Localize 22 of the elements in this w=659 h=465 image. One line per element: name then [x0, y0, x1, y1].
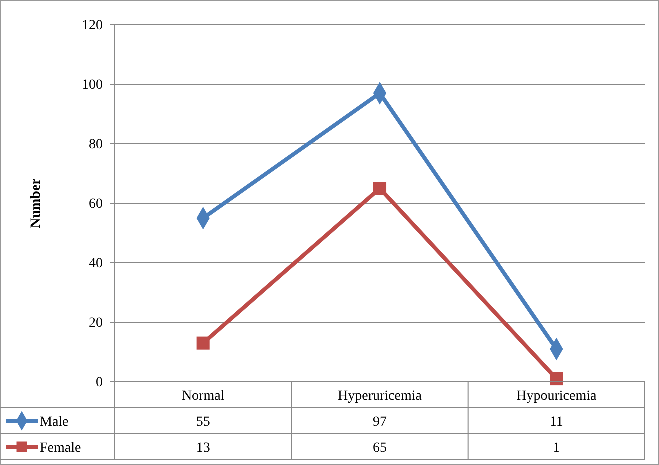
legend-label: Male [40, 415, 69, 430]
y-axis-title: Number [29, 178, 44, 228]
y-tick-label: 60 [89, 196, 103, 212]
point [373, 182, 387, 196]
point [196, 336, 210, 350]
data-label: 65 [373, 441, 387, 456]
y-tick-label: 0 [96, 375, 103, 390]
y-tick-label: 40 [89, 256, 103, 272]
data-label: 1 [553, 441, 560, 456]
y-tick-label: 80 [89, 137, 103, 152]
legend-label: Female [40, 441, 82, 456]
data-label: 13 [196, 441, 210, 456]
data-label: 97 [373, 415, 387, 430]
y-tick-label: 20 [89, 316, 103, 331]
x-tick-label: Hypouricemia [516, 389, 598, 404]
y-tick-label: 120 [82, 18, 103, 34]
x-tick-label: Normal [182, 389, 225, 404]
x-tick-label: Hyperuricemia [338, 389, 423, 404]
data-label: 11 [550, 415, 564, 430]
point [550, 372, 564, 386]
data-label: 55 [196, 415, 210, 430]
y-tick-label: 100 [82, 78, 103, 93]
